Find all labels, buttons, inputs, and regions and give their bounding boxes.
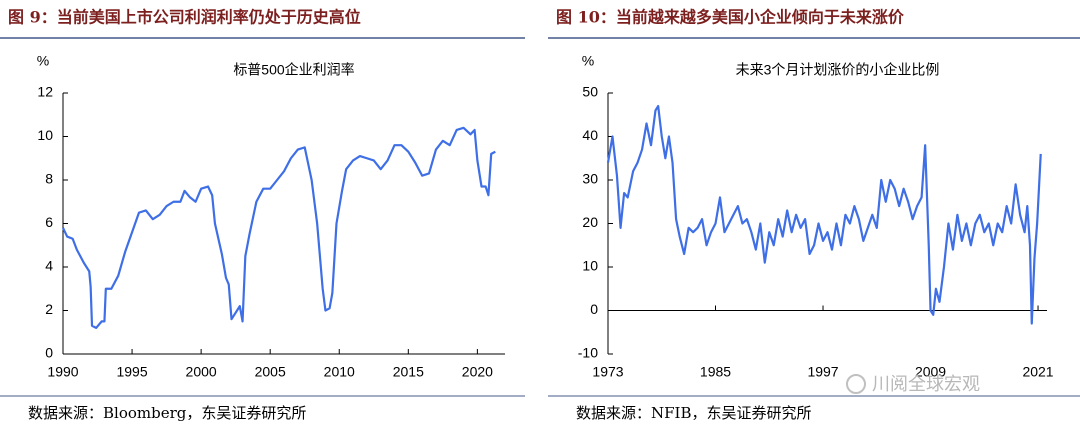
y-tick-label: 50 bbox=[582, 84, 598, 100]
y-tick-label: 20 bbox=[582, 214, 598, 230]
watermark-icon bbox=[846, 374, 866, 394]
data-line bbox=[606, 104, 1042, 325]
figure-title: 图 9：当前美国上市公司利润利率仍处于历史高位 bbox=[8, 8, 361, 27]
y-tick-label: 12 bbox=[37, 84, 53, 100]
y-tick-label: 8 bbox=[45, 171, 53, 187]
x-tick-label: 1985 bbox=[700, 364, 731, 380]
data-line bbox=[62, 126, 496, 329]
y-tick-label: 10 bbox=[582, 258, 598, 274]
x-tick-label: 2020 bbox=[462, 364, 493, 380]
y-tick-label: 0 bbox=[45, 345, 53, 361]
x-tick-label: 1990 bbox=[47, 364, 78, 380]
y-unit-label: % bbox=[582, 53, 594, 69]
chart-title: 标普500企业利润率 bbox=[233, 62, 354, 78]
chart-title: 未来3个月计划涨价的小企业比例 bbox=[736, 62, 940, 78]
x-tick-label: 2021 bbox=[1022, 364, 1053, 380]
x-tick-label: 2009 bbox=[915, 364, 946, 380]
x-tick-label: 1995 bbox=[116, 364, 147, 380]
y-tick-label: 6 bbox=[45, 214, 53, 230]
source-note: 数据来源：NFIB，东吴证券研究所 bbox=[576, 404, 811, 422]
x-tick-label: 2010 bbox=[324, 364, 355, 380]
source-note: 数据来源：Bloomberg，东吴证券研究所 bbox=[28, 404, 306, 422]
y-tick-label: -10 bbox=[578, 345, 598, 361]
y-tick-label: 0 bbox=[590, 301, 598, 317]
y-tick-label: 30 bbox=[582, 171, 598, 187]
watermark: 川阅全球宏观 bbox=[872, 374, 980, 394]
x-tick-label: 1973 bbox=[592, 364, 623, 380]
x-tick-label: 2005 bbox=[255, 364, 286, 380]
x-tick-label: 1997 bbox=[807, 364, 838, 380]
y-tick-label: 10 bbox=[37, 127, 53, 143]
y-tick-label: 2 bbox=[45, 301, 53, 317]
y-tick-label: 40 bbox=[582, 127, 598, 143]
x-tick-label: 2000 bbox=[186, 364, 217, 380]
figure-title: 图 10：当前越来越多美国小企业倾向于未来涨价 bbox=[556, 8, 905, 27]
x-tick-label: 2015 bbox=[393, 364, 424, 380]
y-unit-label: % bbox=[37, 53, 49, 69]
y-tick-label: 4 bbox=[45, 258, 53, 274]
